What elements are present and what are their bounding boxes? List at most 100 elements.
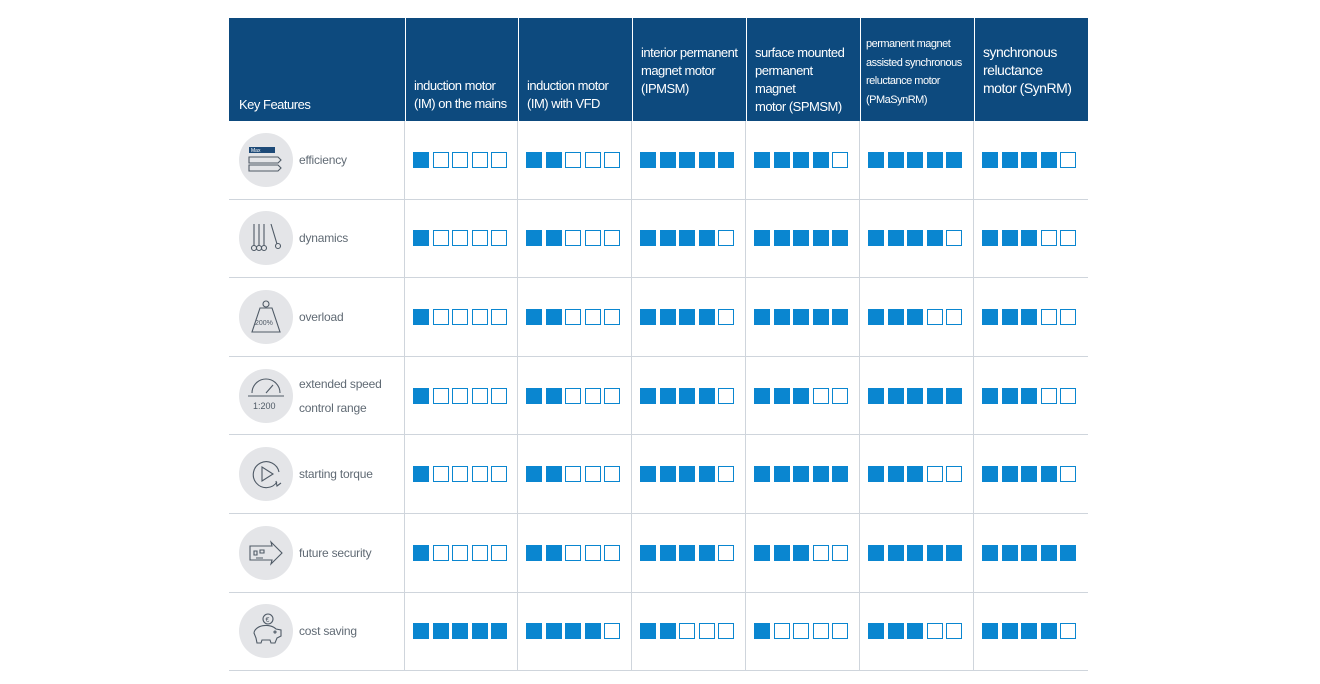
col-header-line: induction motor bbox=[414, 78, 496, 93]
rating-square-empty bbox=[452, 151, 468, 168]
rating-square-empty bbox=[584, 387, 601, 404]
rating-square-filled bbox=[679, 466, 695, 483]
rating-square-filled bbox=[1040, 544, 1057, 561]
rating-square-filled bbox=[773, 544, 790, 561]
feature-label: dynamics bbox=[299, 226, 348, 250]
rating-square-filled bbox=[545, 387, 562, 404]
key-features-header: Key Features bbox=[229, 18, 406, 121]
feature-label: extended speed control range bbox=[299, 372, 382, 420]
col-header-line: surface mounted bbox=[755, 45, 845, 60]
feature-label: future security bbox=[299, 541, 372, 565]
col-header-line: (PMaSynRM) bbox=[866, 93, 928, 106]
rating-square-filled bbox=[773, 387, 790, 404]
rating-square-filled bbox=[773, 151, 790, 168]
rating-square-filled bbox=[1021, 466, 1037, 483]
weight-icon: 200% bbox=[239, 289, 293, 344]
rating-square-filled bbox=[907, 544, 923, 561]
rating-square-empty bbox=[604, 544, 620, 561]
rating-square-filled bbox=[1001, 308, 1018, 325]
play-rotate-icon bbox=[239, 447, 293, 502]
rating-square-filled bbox=[526, 387, 542, 404]
rating-square-empty bbox=[718, 387, 734, 404]
rating-square-empty bbox=[604, 623, 620, 640]
rating-square-empty bbox=[491, 308, 507, 325]
rating-square-empty bbox=[832, 151, 848, 168]
rating-square-filled bbox=[698, 230, 715, 247]
rating-cell bbox=[632, 199, 746, 278]
rating-cell bbox=[860, 199, 974, 278]
rating-square-filled bbox=[887, 466, 904, 483]
feature-cell: future security bbox=[229, 513, 405, 592]
rating-square-empty bbox=[452, 308, 468, 325]
rating-square-filled bbox=[679, 151, 695, 168]
rating-square-empty bbox=[604, 466, 620, 483]
rating-square-empty bbox=[471, 544, 488, 561]
col-header-line: induction motor bbox=[527, 78, 609, 93]
col-header-line: magnet motor bbox=[641, 63, 716, 78]
rating-square-empty bbox=[471, 308, 488, 325]
rating-square-filled bbox=[526, 151, 542, 168]
col-header-ipmsm: interior permanent magnet motor (IPMSM) bbox=[633, 18, 747, 121]
rating-square-filled bbox=[640, 230, 656, 247]
rating-square-filled bbox=[640, 151, 656, 168]
rating-cell bbox=[405, 278, 518, 356]
rating-square-empty bbox=[832, 544, 848, 561]
rating-square-filled bbox=[812, 151, 829, 168]
rating-square-filled bbox=[793, 308, 809, 325]
rating-square-filled bbox=[946, 387, 962, 404]
rating-square-filled bbox=[413, 623, 429, 640]
rating-square-filled bbox=[452, 623, 468, 640]
rating-square-filled bbox=[698, 151, 715, 168]
rating-square-filled bbox=[793, 544, 809, 561]
rating-square-empty bbox=[1060, 387, 1076, 404]
rating-square-filled bbox=[545, 308, 562, 325]
rating-square-filled bbox=[545, 230, 562, 247]
col-header-pmasynrm: permanent magnet assisted synchronous re… bbox=[861, 18, 975, 121]
rating-cell bbox=[860, 278, 974, 356]
rating-square-filled bbox=[754, 151, 770, 168]
rating-square-empty bbox=[604, 308, 620, 325]
rating-cell bbox=[860, 435, 974, 513]
col-header-line: interior permanent bbox=[641, 45, 738, 60]
col-header-line: (IPMSM) bbox=[641, 81, 689, 96]
rating-square-filled bbox=[887, 387, 904, 404]
rating-square-filled bbox=[832, 466, 848, 483]
rating-square-filled bbox=[659, 466, 676, 483]
feature-label-line: extended speed bbox=[299, 376, 382, 391]
rating-square-filled bbox=[526, 308, 542, 325]
rating-square-empty bbox=[1060, 623, 1076, 640]
svg-text:200%: 200% bbox=[255, 320, 273, 327]
rating-square-filled bbox=[907, 308, 923, 325]
rating-square-filled bbox=[1001, 623, 1018, 640]
rating-cell bbox=[974, 357, 1087, 435]
rating-square-filled bbox=[793, 151, 809, 168]
rating-square-filled bbox=[982, 151, 998, 168]
rating-square-empty bbox=[452, 544, 468, 561]
rating-square-empty bbox=[679, 623, 695, 640]
table-row: 200% overload bbox=[229, 278, 1088, 357]
rating-cell bbox=[746, 121, 860, 199]
table-row: starting torque bbox=[229, 435, 1088, 514]
rating-square-empty bbox=[1060, 151, 1076, 168]
table-row: Max efficiency bbox=[229, 121, 1088, 200]
rating-square-empty bbox=[698, 623, 715, 640]
rating-square-filled bbox=[812, 230, 829, 247]
rating-square-filled bbox=[698, 466, 715, 483]
rating-cell bbox=[746, 513, 860, 592]
rating-square-filled bbox=[659, 623, 676, 640]
rating-cell bbox=[746, 356, 860, 435]
feature-label-line: starting torque bbox=[299, 467, 373, 482]
col-header-line: (IM) with VFD bbox=[527, 96, 600, 111]
rating-cell bbox=[518, 199, 632, 278]
rating-square-filled bbox=[659, 151, 676, 168]
rating-square-filled bbox=[754, 544, 770, 561]
rating-square-filled bbox=[526, 544, 542, 561]
rating-square-filled bbox=[545, 466, 562, 483]
rating-square-filled bbox=[413, 544, 429, 561]
rating-cell bbox=[518, 592, 632, 671]
rating-square-filled bbox=[1040, 466, 1057, 483]
rating-square-filled bbox=[832, 230, 848, 247]
future-arrow-icon bbox=[239, 525, 293, 580]
rating-square-empty bbox=[604, 151, 620, 168]
rating-square-filled bbox=[754, 623, 770, 640]
